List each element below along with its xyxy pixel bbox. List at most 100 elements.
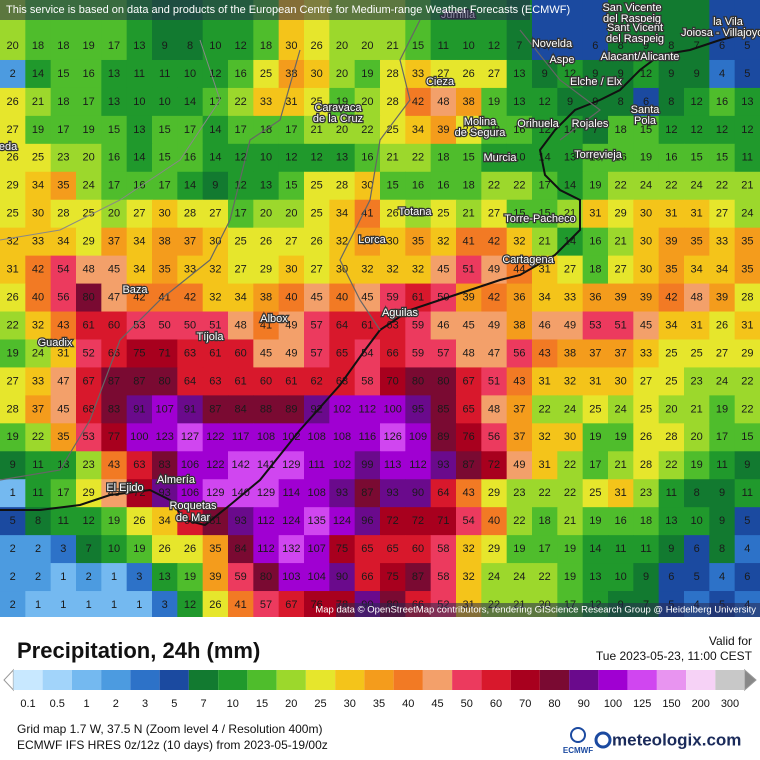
grid-value: 25 <box>311 96 323 108</box>
colorbar-box <box>422 670 453 690</box>
grid-value: 25 <box>83 208 95 220</box>
grid-value: 26 <box>640 431 652 443</box>
grid-cell <box>101 591 128 620</box>
grid-value: 30 <box>159 208 171 220</box>
grid-value: 66 <box>361 571 373 583</box>
grid-cell <box>202 255 229 285</box>
colorbar-label: 300 <box>721 698 739 710</box>
grid-value: 63 <box>184 347 196 359</box>
grid-value: 25 <box>437 208 449 220</box>
grid-cell <box>76 171 102 201</box>
grid-cell <box>633 451 660 480</box>
grid-value: 26 <box>7 152 19 164</box>
grid-cell <box>101 143 128 173</box>
grid-cell <box>506 227 533 257</box>
grid-value: 8 <box>668 96 674 108</box>
grid-value: 132 <box>282 543 300 555</box>
grid-value: 63 <box>209 375 221 387</box>
grid-cell <box>228 395 254 424</box>
grid-value: 15 <box>716 152 728 164</box>
colorbar-label: 70 <box>519 698 531 710</box>
grid-cell <box>658 535 685 564</box>
grid-value: 72 <box>488 459 500 471</box>
grid-cell <box>658 367 685 396</box>
grid-cell <box>126 507 153 536</box>
grid-info: Grid map 1.7 W, 37.5 N (Zoom level 4 / R… <box>17 722 322 736</box>
grid-cell <box>228 283 254 313</box>
grid-cell <box>658 339 685 368</box>
colorbar-label: 25 <box>314 698 326 710</box>
grid-cell <box>608 143 634 173</box>
grid-value: 124 <box>282 515 300 527</box>
grid-value: 22 <box>564 487 576 499</box>
grid-cell <box>202 283 229 313</box>
grid-value: 25 <box>589 487 601 499</box>
grid-cell <box>304 563 330 592</box>
grid-cell <box>202 479 229 508</box>
grid-cell <box>278 311 305 340</box>
grid-value: 15 <box>589 152 601 164</box>
grid-cell <box>430 311 457 340</box>
grid-value: 31 <box>741 319 753 331</box>
grid-cell <box>0 451 26 480</box>
grid-value: 87 <box>108 375 120 387</box>
grid-cell <box>658 311 685 340</box>
grid-value: 58 <box>437 543 449 555</box>
grid-cell <box>608 199 634 229</box>
grid-cell <box>582 451 609 480</box>
grid-cell <box>557 59 584 89</box>
grid-value: 20 <box>108 208 120 220</box>
grid-value: 2 <box>10 571 16 583</box>
grid-value: 17 <box>57 487 69 499</box>
grid-value: 89 <box>437 431 449 443</box>
grid-value: 10 <box>260 152 272 164</box>
colorbar-label: 200 <box>692 698 710 710</box>
grid-value: 31 <box>539 459 551 471</box>
grid-cell <box>456 255 482 285</box>
grid-value: 42 <box>32 264 44 276</box>
grid-cell <box>177 563 204 592</box>
grid-value: 40 <box>32 291 44 303</box>
grid-cell <box>304 227 330 257</box>
grid-cell <box>582 255 609 285</box>
grid-value: 49 <box>564 319 576 331</box>
grid-value: 13 <box>159 571 171 583</box>
grid-value: 30 <box>615 375 627 387</box>
grid-value: 19 <box>589 431 601 443</box>
grid-cell <box>481 339 508 368</box>
grid-value: 20 <box>260 208 272 220</box>
grid-cell <box>506 339 533 368</box>
grid-cell <box>126 423 153 452</box>
grid-cell <box>405 339 432 368</box>
grid-cell <box>101 255 128 285</box>
grid-value: 42 <box>133 291 145 303</box>
grid-value: 39 <box>615 291 627 303</box>
grid-cell <box>76 59 102 89</box>
grid-cell <box>76 339 102 368</box>
grid-cell <box>101 451 128 480</box>
grid-cell <box>734 367 760 396</box>
grid-value: 1 <box>10 487 16 499</box>
colorbar-box <box>715 670 745 690</box>
grid-value: 102 <box>333 403 351 415</box>
grid-cell <box>684 339 710 368</box>
grid-value: 22 <box>741 375 753 387</box>
grid-value: 18 <box>488 124 500 136</box>
grid-cell <box>405 423 432 452</box>
colorbar-box <box>71 670 102 690</box>
grid-value: 47 <box>57 375 69 387</box>
grid-value: 29 <box>83 487 95 499</box>
colorbar-label: 100 <box>604 698 622 710</box>
grid-value: 6 <box>694 543 700 555</box>
grid-value: 31 <box>615 487 627 499</box>
grid-cell <box>633 143 660 173</box>
grid-cell <box>253 115 280 145</box>
grid-cell <box>456 227 482 257</box>
grid-cell <box>608 423 634 452</box>
grid-cell <box>456 479 482 508</box>
grid-value: 32 <box>209 264 221 276</box>
grid-cell <box>253 311 280 340</box>
grid-value: 90 <box>412 487 424 499</box>
grid-cell <box>658 255 685 285</box>
